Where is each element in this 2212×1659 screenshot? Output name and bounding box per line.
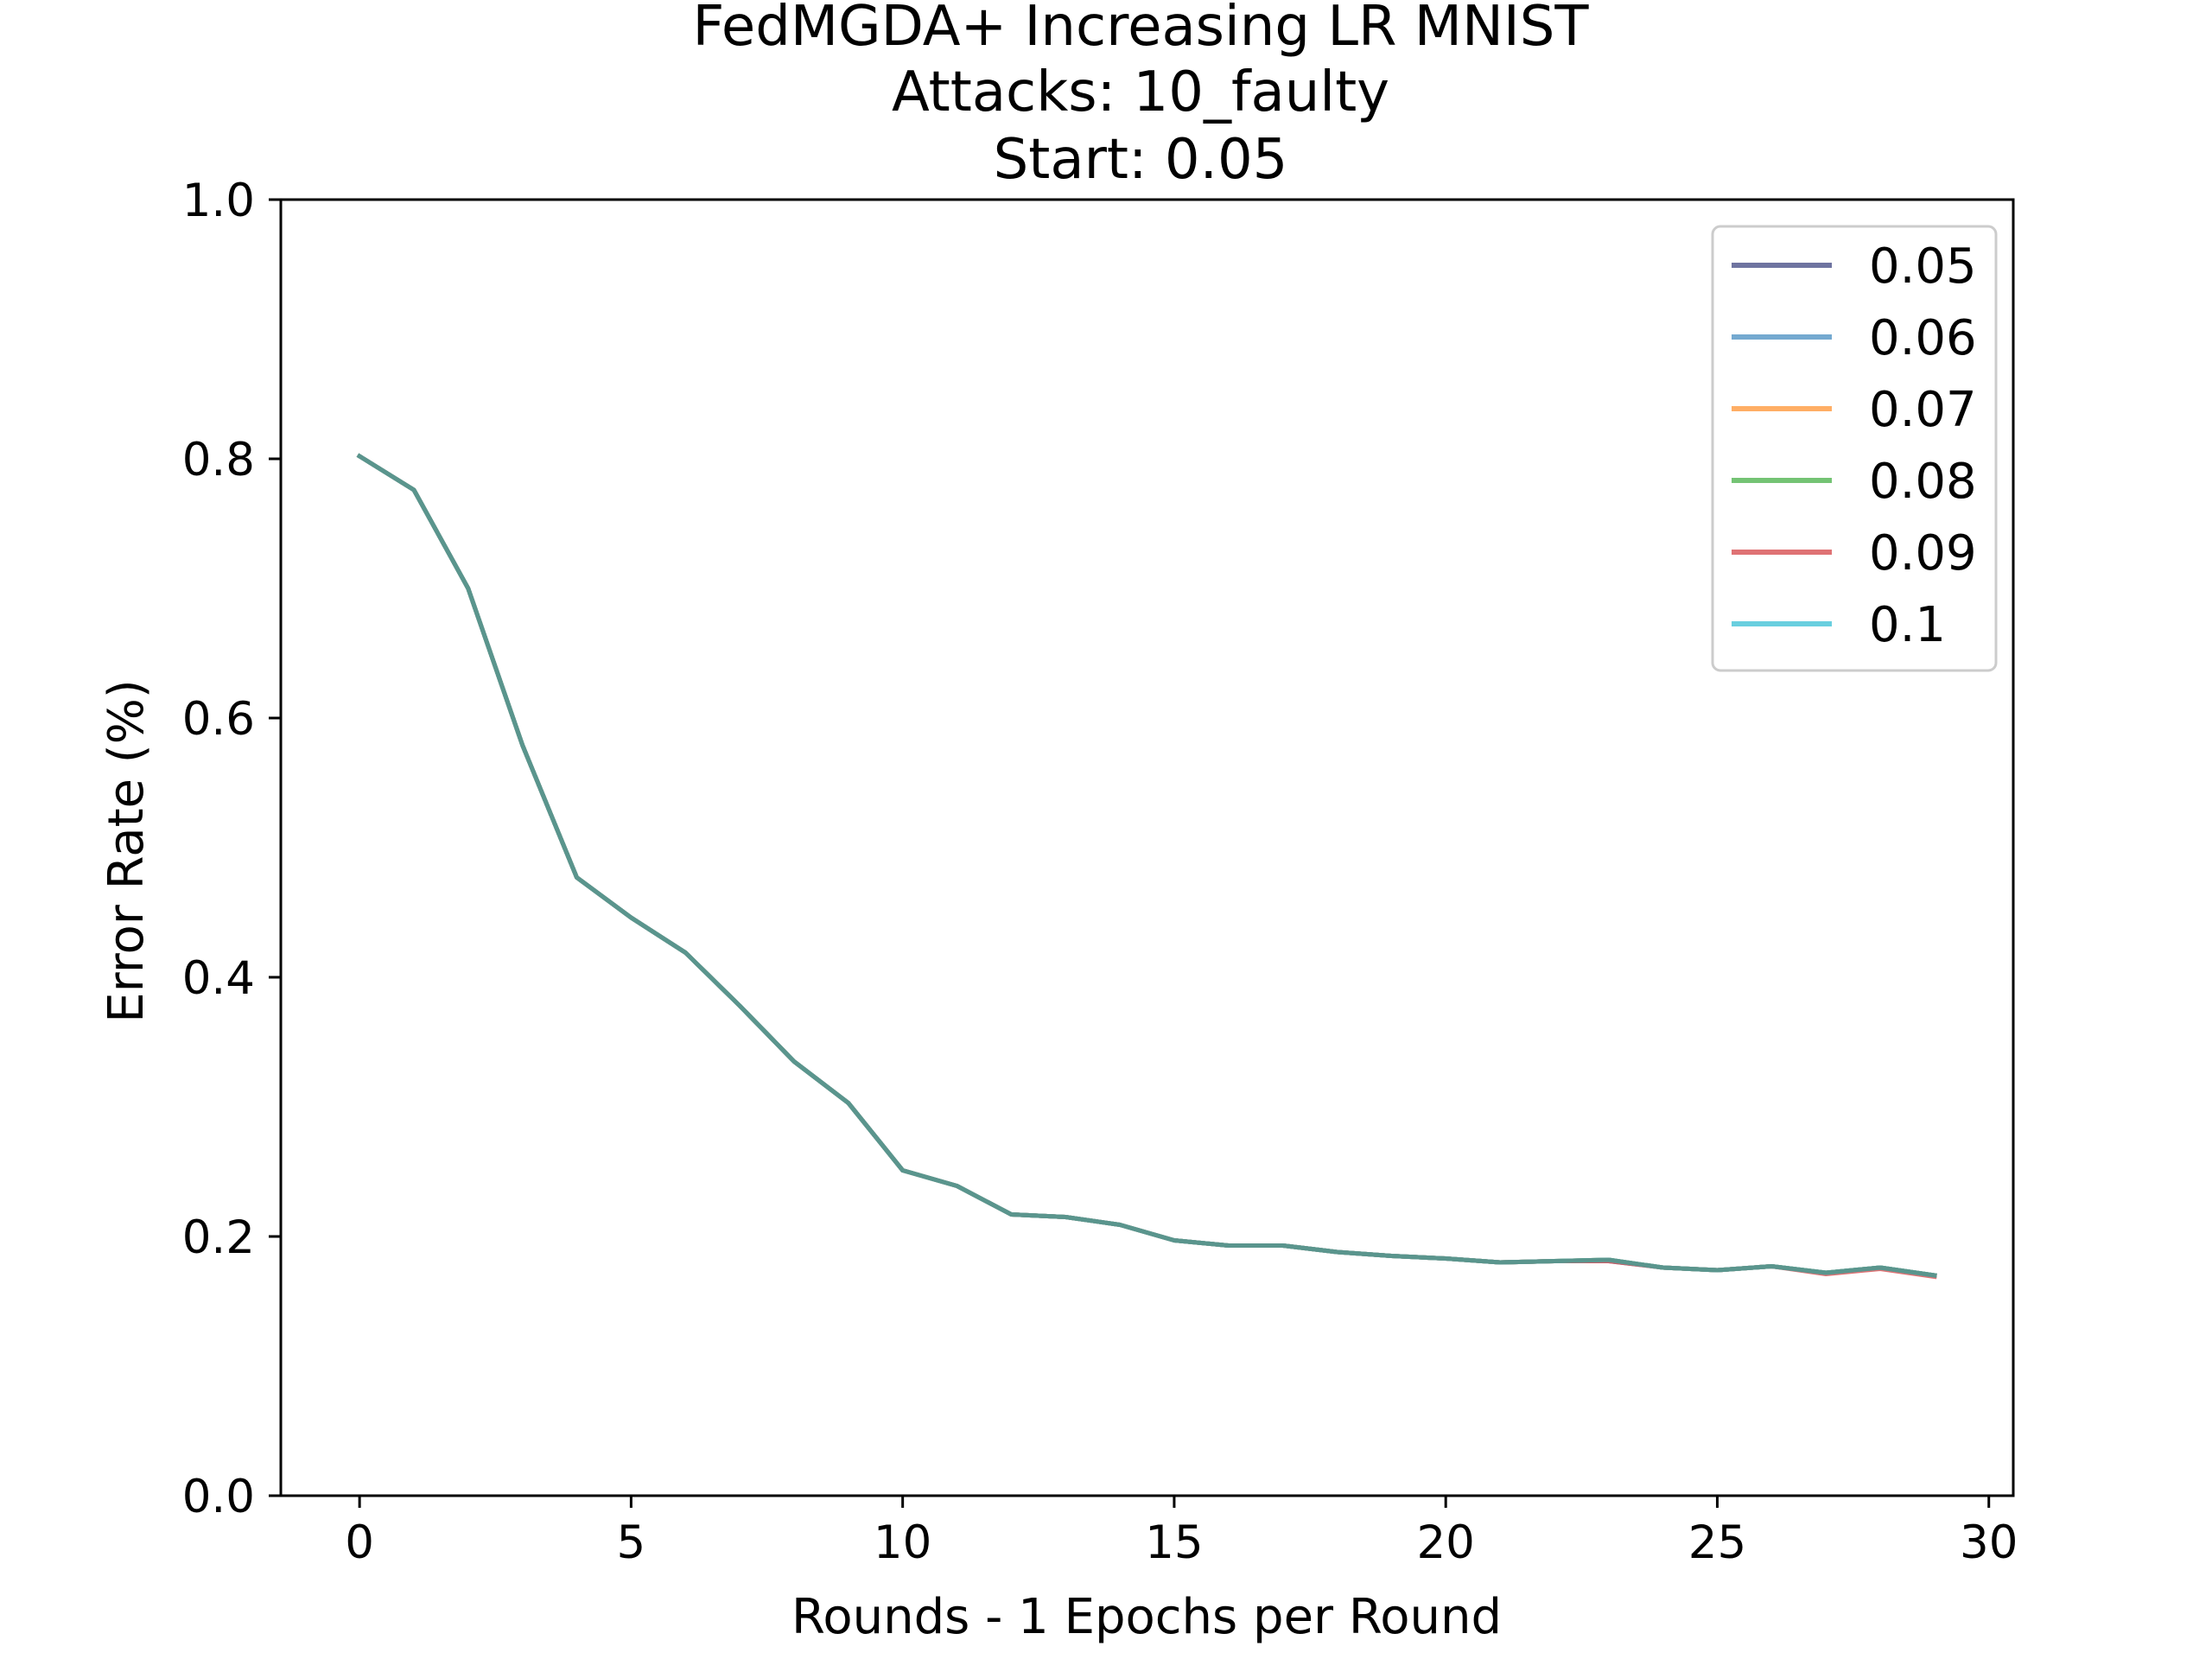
y-tick-label: 0.4 (182, 952, 255, 1005)
y-tick-label: 0.2 (182, 1211, 255, 1264)
legend-entries: 0.05 0.06 0.07 0.08 0.09 0.1 (1732, 238, 1977, 653)
x-axis-ticks: 0 5 10 15 20 25 30 (345, 1496, 2018, 1569)
x-tick-label: 25 (1688, 1516, 1746, 1569)
x-tick-label: 30 (1960, 1516, 2018, 1569)
chart-title-line-1: FedMGDA+ Increasing LR MNIST (693, 0, 1590, 59)
y-tick-label: 1.0 (182, 175, 255, 227)
series-line-0-05 (356, 453, 1937, 1278)
y-axis-ticks: 0.0 0.2 0.4 0.6 0.8 1.0 (182, 175, 281, 1523)
x-tick-label: 0 (345, 1516, 374, 1569)
x-tick-label: 20 (1416, 1516, 1474, 1569)
legend-label-0-07: 0.07 (1869, 382, 1977, 438)
series-line-0-06 (356, 453, 1937, 1278)
series-line-0-09 (356, 453, 1937, 1280)
series-line-0-07 (356, 453, 1937, 1278)
x-tick-label: 5 (617, 1516, 646, 1569)
series-line-overlay (356, 453, 1937, 1278)
series-line-0-08 (356, 453, 1937, 1278)
legend-label-0-09: 0.09 (1869, 525, 1977, 582)
chart-title-line-3: Start: 0.05 (994, 128, 1288, 192)
x-tick-label: 15 (1145, 1516, 1203, 1569)
legend-label-0-1: 0.1 (1869, 597, 1946, 653)
y-tick-label: 0.6 (182, 693, 255, 746)
series-layer (356, 453, 1937, 1280)
series-line-0-1 (356, 453, 1937, 1278)
legend-label-0-08: 0.08 (1869, 454, 1977, 510)
x-axis-label: Rounds - 1 Epochs per Round (791, 1589, 1502, 1645)
y-tick-label: 0.0 (182, 1471, 255, 1523)
y-tick-label: 0.8 (182, 434, 255, 486)
legend: 0.05 0.06 0.07 0.08 0.09 0.1 (1711, 225, 1998, 672)
legend-label-0-06: 0.06 (1869, 310, 1977, 366)
x-tick-label: 10 (874, 1516, 931, 1569)
legend-label-0-05: 0.05 (1869, 238, 1977, 295)
plot-frame (279, 198, 2015, 1497)
chart-title-line-2: Attacks: 10_faulty (892, 60, 1389, 124)
y-axis-label: Error Rate (%) (99, 679, 155, 1022)
